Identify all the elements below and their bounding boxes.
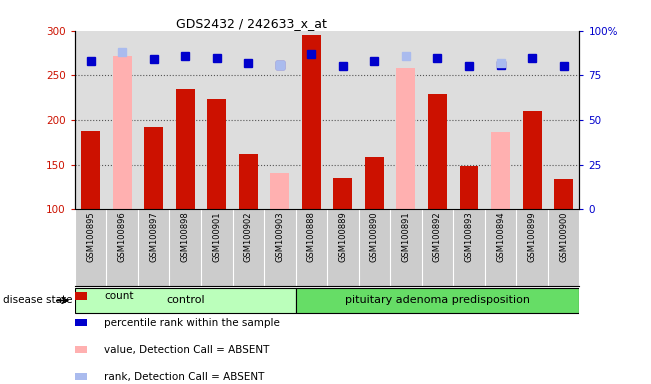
Text: GSM100900: GSM100900 (559, 212, 568, 262)
Text: GSM100888: GSM100888 (307, 212, 316, 262)
Text: value, Detection Call = ABSENT: value, Detection Call = ABSENT (104, 345, 270, 355)
Text: percentile rank within the sample: percentile rank within the sample (104, 318, 280, 328)
Bar (145, 127, 163, 209)
Title: GDS2432 / 242633_x_at: GDS2432 / 242633_x_at (176, 17, 327, 30)
Text: GSM100893: GSM100893 (465, 212, 473, 262)
Text: GSM100899: GSM100899 (527, 212, 536, 262)
Text: GSM100903: GSM100903 (275, 212, 284, 262)
Bar (491, 132, 510, 209)
Text: GSM100895: GSM100895 (86, 212, 95, 262)
Bar (396, 68, 415, 209)
Text: GSM100894: GSM100894 (496, 212, 505, 262)
Bar (296, 288, 579, 313)
Bar (302, 35, 321, 209)
Bar (239, 154, 258, 209)
Bar (365, 157, 384, 209)
Text: GSM100898: GSM100898 (181, 212, 189, 262)
Bar (460, 166, 478, 209)
Text: pituitary adenoma predisposition: pituitary adenoma predisposition (345, 295, 530, 306)
Bar (81, 131, 100, 209)
Text: control: control (166, 295, 204, 306)
Text: disease state: disease state (3, 295, 73, 306)
Bar (428, 94, 447, 209)
Text: GSM100902: GSM100902 (243, 212, 253, 262)
Text: GSM100897: GSM100897 (149, 212, 158, 262)
Text: rank, Detection Call = ABSENT: rank, Detection Call = ABSENT (104, 372, 264, 382)
Text: GSM100889: GSM100889 (339, 212, 348, 262)
Text: count: count (104, 291, 133, 301)
Text: GSM100890: GSM100890 (370, 212, 379, 262)
Bar (523, 111, 542, 209)
Bar (270, 173, 289, 209)
Text: GSM100892: GSM100892 (433, 212, 442, 262)
Text: GSM100896: GSM100896 (118, 212, 127, 262)
Bar (113, 56, 132, 209)
Bar (75, 288, 296, 313)
Bar (207, 99, 227, 209)
Bar (333, 178, 352, 209)
Bar (554, 179, 573, 209)
Text: GSM100901: GSM100901 (212, 212, 221, 262)
Bar (176, 89, 195, 209)
Text: GSM100891: GSM100891 (402, 212, 411, 262)
